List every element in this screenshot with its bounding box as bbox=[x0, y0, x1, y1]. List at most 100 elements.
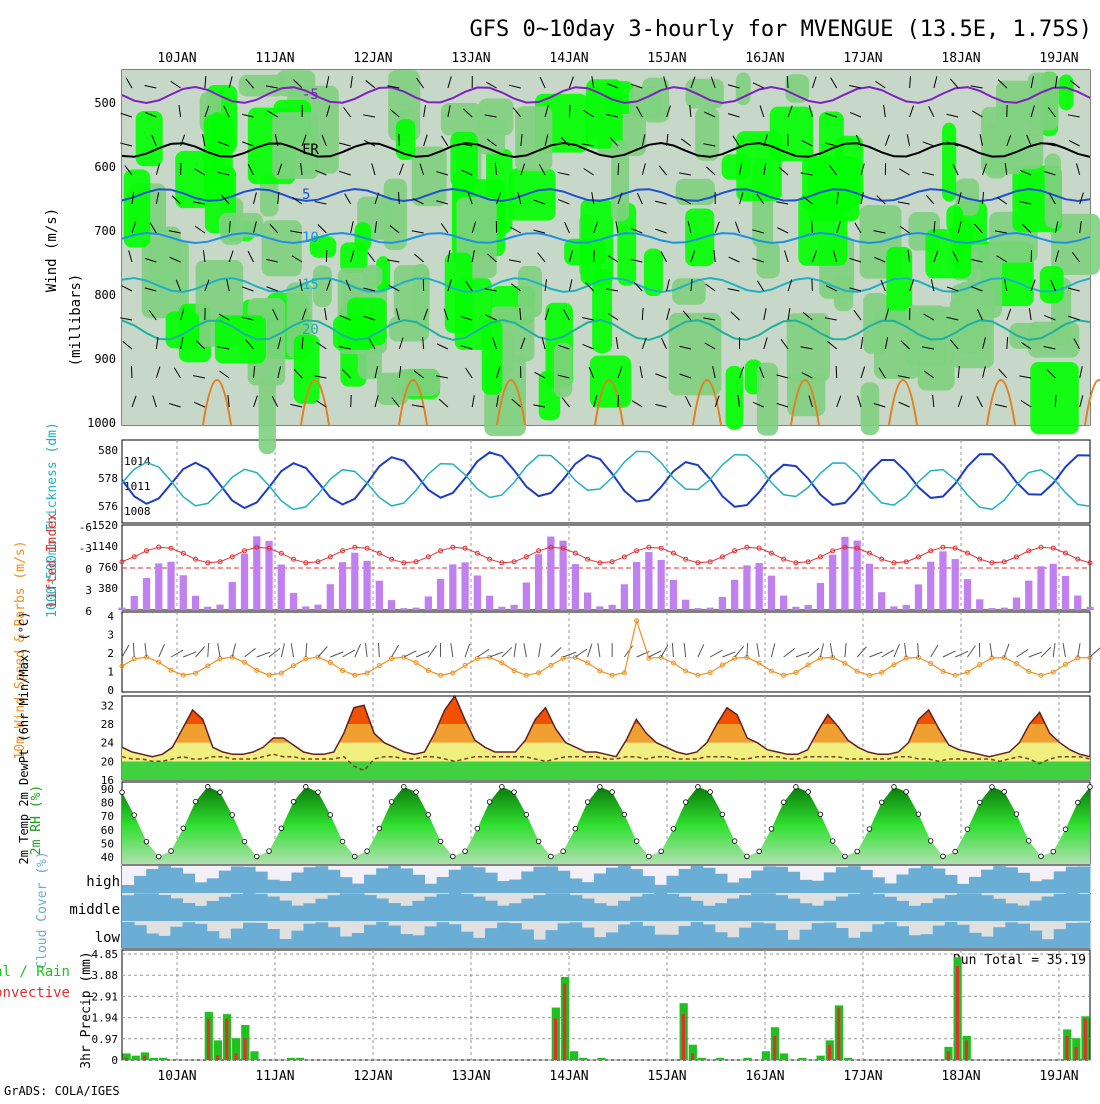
cloud-low-block bbox=[993, 927, 1006, 948]
wind-barb bbox=[330, 652, 343, 657]
cloud-high-block bbox=[654, 885, 667, 893]
precip-total-bar bbox=[296, 1058, 304, 1060]
cloud-low-block bbox=[642, 926, 655, 948]
date-label-top: 11JAN bbox=[255, 51, 294, 66]
rh-point bbox=[990, 785, 995, 790]
cloud-low-block bbox=[570, 922, 583, 948]
wind-barb bbox=[1055, 395, 1056, 407]
chart-title: GFS 0~10day 3-hourly for MVENGUE (13.5E,… bbox=[469, 17, 1092, 42]
rh-shade bbox=[124, 169, 151, 247]
cape-bar bbox=[817, 583, 824, 610]
wind-barb bbox=[159, 644, 165, 657]
cloud-low-block bbox=[533, 940, 546, 948]
cloud-low-block bbox=[606, 932, 619, 948]
rh-point bbox=[830, 839, 835, 844]
cape-bar bbox=[878, 592, 885, 610]
rh-point bbox=[389, 800, 394, 805]
cape-bar bbox=[314, 605, 321, 610]
rh-point bbox=[402, 784, 407, 789]
cape-bar bbox=[486, 596, 493, 610]
cloud-high-block bbox=[594, 873, 607, 893]
cloud-high-block bbox=[933, 868, 946, 893]
rh-point bbox=[218, 790, 223, 795]
cape-bar bbox=[682, 600, 689, 610]
cloud-mid-block bbox=[388, 903, 401, 921]
precip-total-bar bbox=[743, 1058, 751, 1060]
cape-bar bbox=[449, 564, 456, 610]
wind-barb bbox=[735, 646, 744, 657]
rh-point bbox=[1088, 785, 1093, 790]
cape-bar bbox=[633, 562, 640, 610]
rh-point bbox=[671, 827, 676, 832]
precip-total-bar bbox=[597, 1058, 605, 1060]
cloud-high-block bbox=[1066, 867, 1079, 893]
cape-bar bbox=[1037, 566, 1044, 610]
cloud-mid-block bbox=[667, 894, 680, 921]
cloud-mid-block bbox=[570, 895, 583, 921]
wind-tick: 1 bbox=[107, 666, 114, 679]
cloud-low-block bbox=[207, 931, 220, 948]
wind-tick: 4 bbox=[107, 610, 114, 623]
cloud-high-block bbox=[1054, 871, 1067, 893]
cloud-high-block bbox=[388, 866, 401, 893]
precip-total-bar bbox=[132, 1056, 140, 1060]
cloud-high-block bbox=[183, 874, 196, 893]
cloud-level-label: middle bbox=[69, 902, 120, 918]
cloud-mid-block bbox=[824, 901, 837, 921]
cloud-mid-block bbox=[243, 893, 256, 921]
rh-point bbox=[524, 812, 529, 817]
wind-barb bbox=[416, 651, 429, 657]
date-label-bottom: 16JAN bbox=[745, 1069, 784, 1084]
rh-point bbox=[843, 854, 848, 859]
cape-bar bbox=[425, 596, 432, 610]
cloud-low-block bbox=[739, 928, 752, 948]
precip-total-bar bbox=[287, 1058, 295, 1060]
cloud-mid-block bbox=[485, 901, 498, 921]
cloud-low-block bbox=[824, 923, 837, 948]
cloud-high-block bbox=[134, 876, 147, 893]
cloud-mid-block bbox=[158, 895, 171, 921]
date-label-top: 19JAN bbox=[1039, 51, 1078, 66]
cape-bar bbox=[756, 563, 763, 610]
rh-point bbox=[904, 790, 909, 795]
precip-tick: 1.94 bbox=[92, 1012, 119, 1025]
cloud-low-block bbox=[667, 935, 680, 948]
rh-point bbox=[132, 813, 137, 818]
cape-bar bbox=[241, 554, 248, 610]
cloud-mid-block bbox=[981, 895, 994, 921]
precip-total-bar bbox=[159, 1058, 167, 1060]
cloud-mid-block bbox=[606, 906, 619, 921]
rh-shade bbox=[770, 107, 813, 161]
cape-bar bbox=[854, 541, 861, 610]
pressure-tick: 1000 bbox=[87, 416, 116, 430]
cloud-low-block bbox=[933, 926, 946, 948]
cloud-mid-block bbox=[594, 903, 607, 921]
wind-barb bbox=[618, 163, 619, 175]
cloud-high-block bbox=[703, 868, 716, 893]
wind-barb bbox=[808, 648, 819, 657]
cloud-mid-block bbox=[134, 893, 147, 921]
contour-label: 5 bbox=[302, 187, 310, 203]
wind-barb bbox=[514, 643, 516, 657]
cape-bar bbox=[155, 563, 162, 610]
rh-point bbox=[757, 849, 762, 854]
rh-shade bbox=[262, 220, 302, 276]
cloud-low-block bbox=[183, 922, 196, 948]
cloud-level-label: high bbox=[86, 874, 120, 890]
cape-bar bbox=[866, 564, 873, 610]
wind-barb bbox=[845, 643, 846, 657]
cloud-high-block bbox=[1005, 867, 1018, 893]
cloud-mid-block bbox=[1005, 903, 1018, 921]
cloud-high-block bbox=[824, 872, 837, 893]
wind-barb bbox=[857, 647, 866, 657]
cloud-mid-block bbox=[872, 894, 885, 921]
cloud-high-block bbox=[715, 874, 728, 893]
cape-bar bbox=[939, 551, 946, 610]
wind-tick: 2 bbox=[107, 647, 114, 660]
cloud-high-block bbox=[521, 871, 534, 893]
rh-point bbox=[598, 785, 603, 790]
rh-shade bbox=[669, 313, 722, 396]
upper-air-ylabels: Wind (m/s) (millibars) bbox=[44, 208, 84, 367]
lifted-index-tick: 0 bbox=[85, 563, 92, 576]
cloud-high-block bbox=[691, 866, 704, 893]
